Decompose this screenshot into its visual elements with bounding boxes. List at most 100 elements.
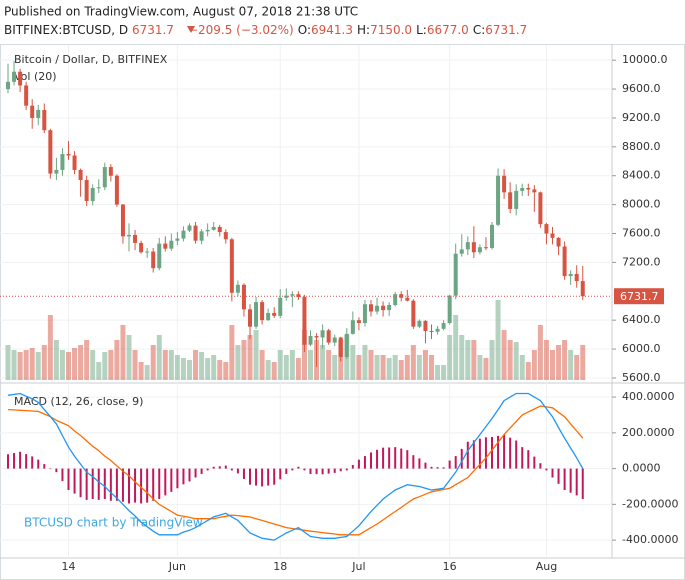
histogram-bar [267, 468, 270, 486]
histogram-bar [345, 468, 348, 471]
candle-body [66, 154, 71, 156]
candle-body [78, 169, 83, 181]
candle-body [447, 295, 452, 324]
candle-body [477, 247, 482, 253]
histogram-bar [497, 435, 500, 469]
candle-body [36, 110, 41, 118]
histogram-bar [140, 468, 143, 504]
volume-bar [223, 362, 229, 380]
volume-bar [47, 315, 53, 380]
histogram-bar [37, 459, 40, 469]
histogram-bar [515, 440, 518, 469]
volume-bar [174, 355, 180, 380]
volume-bar [574, 355, 580, 380]
candle-body [471, 242, 476, 253]
volume-bar [66, 352, 71, 380]
volume-bar [132, 350, 138, 380]
histogram-bar [442, 467, 445, 469]
histogram-bar [170, 468, 173, 492]
volume-bar [283, 355, 289, 380]
candle-body [429, 331, 434, 332]
watermark: BTCUSD chart by TradingView [24, 516, 203, 530]
histogram-bar [406, 450, 409, 469]
histogram-bar [25, 454, 28, 469]
candle-body [574, 273, 579, 282]
histogram-bar [339, 468, 342, 472]
y-tick-label: 200.0000 [622, 426, 675, 439]
histogram-bar [200, 468, 203, 474]
candle-body [108, 167, 113, 176]
candle-body [526, 188, 531, 190]
volume-bar [120, 325, 126, 380]
price-legend: Bitcoin / Dollar, D, BITFINEX [14, 53, 168, 66]
volume-bar [537, 325, 543, 380]
volume-bar [126, 335, 132, 380]
histogram-bar [236, 468, 239, 474]
volume-bar [507, 340, 513, 380]
histogram-bar [484, 437, 487, 469]
volume-legend: Vol (20) [14, 70, 57, 83]
histogram-bar [503, 434, 506, 469]
change: −209.5 (−3.02%) [188, 23, 294, 37]
candle-body [84, 180, 89, 201]
histogram-bar [115, 468, 118, 501]
candle-body [381, 305, 386, 311]
histogram-bar [109, 468, 112, 501]
candle-body [18, 71, 23, 86]
ohlc-label: L: [416, 23, 427, 37]
histogram-bar [146, 468, 149, 503]
volume-bar [519, 355, 525, 380]
candle-body [423, 320, 428, 331]
histogram-bar [351, 465, 354, 469]
volume-bar [301, 330, 307, 380]
histogram-bar [19, 451, 22, 469]
candle-body [459, 249, 464, 254]
volume-bar [441, 365, 447, 380]
candle-body [48, 130, 53, 174]
candle-body [120, 204, 125, 237]
macd-line [7, 392, 584, 541]
histogram-bar [194, 468, 197, 478]
volume-bar [193, 350, 199, 380]
histogram-bar [261, 468, 264, 487]
histogram-bar [376, 449, 379, 469]
ohlc-label: H: [357, 23, 370, 37]
volume-bar [108, 350, 114, 380]
volume-bar [187, 360, 192, 380]
volume-bar [114, 340, 120, 380]
histogram-bar [212, 466, 215, 469]
volume-bar [259, 350, 265, 380]
histogram-bar [61, 468, 64, 482]
histogram-bar [315, 468, 318, 475]
volume-bar [41, 345, 47, 380]
x-tick-label: 16 [443, 560, 457, 573]
histogram-bar [412, 455, 415, 469]
volume-bar [362, 345, 368, 380]
candle-body [362, 304, 367, 324]
histogram-bar [357, 459, 360, 469]
histogram-bar [418, 458, 421, 469]
last-price: 6731.7 [132, 23, 174, 37]
candle-body [187, 225, 192, 231]
volume-bar [525, 362, 531, 380]
candle-body [326, 330, 331, 343]
candle-body [320, 330, 325, 338]
candle-body [490, 224, 494, 248]
histogram-bar [176, 468, 179, 489]
candle-body [284, 295, 289, 298]
candle-body [266, 312, 271, 321]
candle-body [163, 243, 168, 249]
y-tick-label: 6400.0 [622, 313, 661, 326]
volume-bar [138, 362, 144, 380]
volume-bar [410, 345, 416, 380]
candle-body [308, 336, 313, 345]
histogram-bar [388, 447, 391, 469]
histogram-bar [363, 456, 366, 469]
histogram-bar [436, 467, 439, 469]
histogram-bar [55, 468, 58, 473]
volume-bar [156, 335, 162, 380]
candle-body [72, 155, 77, 170]
y-tick-label: 9600.0 [622, 82, 661, 95]
volume-bar [398, 360, 404, 380]
